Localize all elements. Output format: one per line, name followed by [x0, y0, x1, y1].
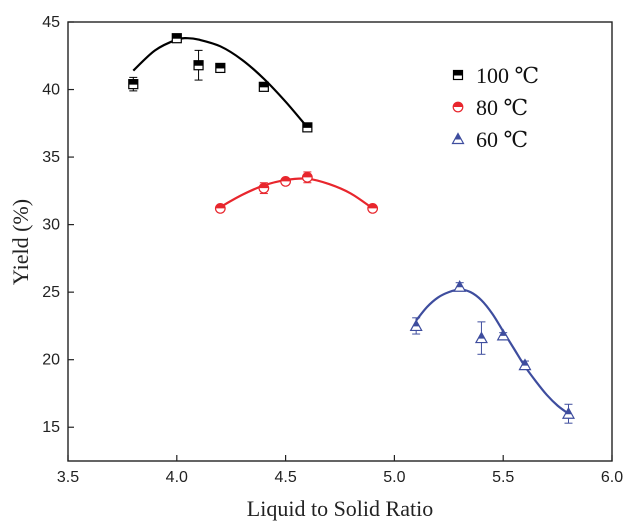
axis-ticks: 3.5 4.0 4.5 5.0 5.5 6.0 15 20 25 30 35 40 45: [42, 14, 623, 486]
data-point: [496, 328, 510, 341]
x-tick-label: 5.0: [383, 469, 405, 486]
data-markers: [128, 33, 575, 419]
y-tick-label: 30: [42, 217, 60, 234]
legend-label: 60 ℃: [476, 127, 528, 152]
legend-label: 100 ℃: [476, 63, 539, 88]
marker-fill: [453, 70, 463, 76]
plot-frame: [67, 21, 613, 462]
y-tick-label: 45: [42, 14, 60, 31]
legend-marker: [451, 132, 465, 145]
legend: 100 ℃ 80 ℃ 60 ℃: [451, 63, 539, 152]
marker-fill: [453, 102, 463, 107]
data-point: [302, 122, 313, 133]
y-tick-label: 35: [42, 149, 60, 166]
x-tick-label: 4.0: [166, 469, 188, 486]
data-point: [367, 203, 379, 214]
x-tick-label: 5.5: [492, 469, 514, 486]
y-tick-label: 25: [42, 284, 60, 301]
legend-marker: [452, 69, 464, 81]
x-tick-label: 4.5: [274, 469, 296, 486]
marker-fill: [456, 281, 463, 288]
marker-fill: [172, 33, 182, 39]
data-point: [453, 280, 467, 292]
y-tick-label: 20: [42, 352, 60, 369]
fit-curve: [415, 288, 570, 415]
marker-fill: [454, 133, 462, 140]
marker-fill: [521, 359, 529, 366]
data-point: [258, 81, 269, 92]
marker-fill: [478, 332, 485, 339]
marker-fill: [565, 408, 572, 415]
data-point: [258, 182, 270, 194]
marker-fill: [499, 329, 507, 336]
data-point: [474, 331, 488, 344]
data-point: [280, 175, 292, 187]
data-point: [215, 62, 226, 74]
x-axis-label: Liquid to Solid Ratio: [247, 496, 433, 521]
marker-fill: [128, 79, 138, 85]
x-tick-label: 3.5: [57, 469, 79, 486]
fit-curve: [219, 177, 374, 210]
data-point: [518, 358, 532, 371]
marker-fill: [259, 183, 269, 189]
data-point: [193, 60, 204, 71]
data-point: [561, 406, 575, 419]
marker-fill: [215, 63, 225, 69]
fit-curves: [132, 37, 570, 415]
data-point: [128, 79, 139, 90]
marker-fill: [302, 122, 312, 128]
data-point: [171, 33, 182, 44]
marker-fill: [259, 82, 269, 88]
y-tick-label: 15: [42, 419, 60, 436]
fit-curve: [132, 37, 309, 129]
data-point: [214, 203, 226, 214]
marker-fill: [194, 60, 204, 66]
y-axis-label: Yield (%): [8, 199, 33, 285]
marker-fill: [280, 176, 291, 182]
marker-fill: [302, 172, 313, 178]
marker-fill: [412, 320, 420, 327]
legend-label: 80 ℃: [476, 95, 528, 120]
x-tick-label: 6.0: [601, 469, 623, 486]
legend-marker: [452, 101, 464, 113]
data-point: [301, 171, 313, 183]
marker-fill: [215, 203, 226, 209]
marker-fill: [367, 203, 378, 209]
y-tick-label: 40: [42, 82, 60, 99]
data-point: [409, 319, 423, 332]
